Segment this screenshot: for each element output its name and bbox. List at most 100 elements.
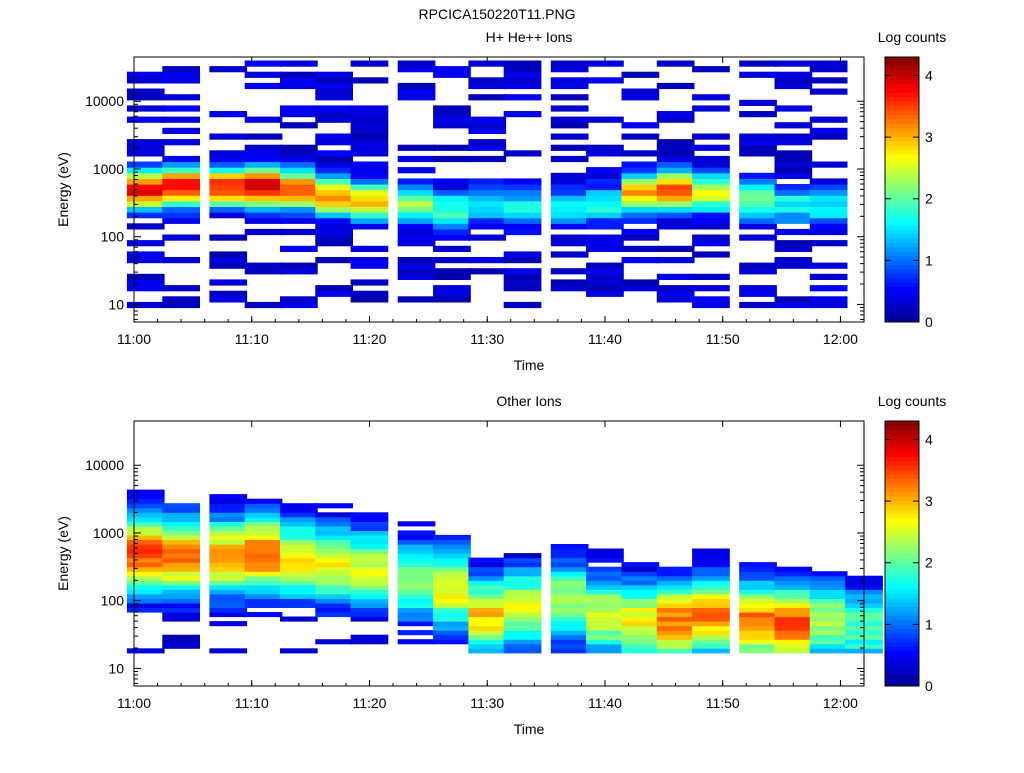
heatmap-cell [550,575,589,581]
x-tick-label: 11:10 [235,331,269,347]
heatmap-cell [656,60,695,67]
heatmap-cell [621,621,660,627]
heatmap-cell [656,602,695,608]
colorbar-swatch [885,83,919,89]
heatmap-cell [503,94,542,101]
heatmap-cell [692,621,730,627]
heatmap-cell [126,94,165,101]
heatmap-cells [126,489,883,654]
colorbar-swatch [885,580,919,585]
colorbar-swatch [885,566,919,572]
heatmap-cell [503,195,542,202]
heatmap-cell [809,612,848,618]
heatmap-cell [692,133,730,140]
heatmap-cell [209,525,248,531]
heatmap-cell [350,516,389,522]
heatmap-cell [692,251,730,258]
heatmap-cell [692,234,730,241]
heatmap-cell [774,639,813,645]
colorbar-swatch [885,500,919,506]
heatmap-cell [280,530,318,536]
heatmap-cell [586,279,624,286]
heatmap-cell [586,77,624,84]
colorbar-swatch [885,659,919,665]
heatmap-cell [809,643,848,649]
heatmap-cell [656,139,695,146]
heatmap-cell [774,584,813,590]
colorbar-swatch [885,425,919,431]
heatmap-cell [433,290,471,297]
heatmap-cell [433,217,471,224]
heatmap-cell [656,612,695,618]
heatmap-cell [209,262,248,269]
heatmap-cell [315,77,353,84]
heatmap-cell [280,548,318,554]
heatmap-cell [244,575,283,581]
y-tick-label: 10000 [85,93,124,109]
heatmap-cell [126,503,165,509]
x-axis-label: Time [514,721,545,737]
heatmap-cell [433,245,471,252]
heatmap-cell [350,105,389,112]
heatmap-cell [468,593,507,599]
heatmap-cell [244,195,283,202]
heatmap-cell [350,534,389,540]
heatmap-cell [586,548,624,554]
colorbar-swatch [885,313,919,319]
heatmap-cell [468,580,507,586]
heatmap-cell [433,206,471,213]
colorbar-swatch [885,584,919,590]
heatmap-cell [397,178,436,185]
heatmap-cell [739,172,777,179]
heatmap-cell [209,593,248,599]
heatmap-cell [550,155,589,163]
heatmap-cell [209,133,248,140]
heatmap-cell [503,228,542,236]
heatmap-cell [774,172,813,179]
heatmap-cell [809,161,848,168]
colorbar-swatch [885,114,919,120]
heatmap-cell [433,575,471,581]
heatmap-cell [809,607,848,613]
heatmap-cell [315,139,353,146]
heatmap-cell [739,144,777,151]
heatmap-cell [433,234,471,241]
heatmap-cell [350,580,389,586]
y-tick-label: 10 [108,296,124,312]
heatmap-cell [739,99,777,106]
colorbar-swatch [885,216,919,221]
heatmap-cell [739,200,777,207]
heatmap-cell [315,200,353,207]
heatmap-cell [739,575,777,581]
heatmap-cell [503,66,542,73]
heatmap-cell [656,245,695,252]
heatmap-cell [586,566,624,572]
heatmap-cell [692,172,730,179]
heatmap-cell [550,94,589,101]
heatmap-cell [656,598,695,604]
heatmap-cell [468,82,507,90]
heatmap-cell [280,575,318,581]
heatmap-cell [350,189,389,196]
heatmap-cell [739,593,777,599]
heatmap-cell [209,530,248,536]
colorbar-swatch [885,460,919,466]
heatmap-cell [209,178,248,185]
heatmap-cell [209,503,248,509]
heatmap-cell [656,584,695,590]
heatmap-cell [350,200,389,207]
heatmap-cell [244,178,283,185]
heatmap-cell [397,144,436,151]
heatmap-cell [126,212,165,219]
colorbar-swatch [885,562,919,568]
heatmap-cell [586,273,624,280]
x-tick-label: 11:30 [470,695,504,711]
heatmap-cell [126,530,165,536]
heatmap-cell [468,144,507,151]
heatmap-cell [350,575,389,581]
heatmap-cell [433,105,471,112]
heatmap-cell [126,105,165,112]
heatmap-cell [739,195,777,202]
heatmap-cell [397,521,436,527]
heatmap-cell [550,122,589,129]
